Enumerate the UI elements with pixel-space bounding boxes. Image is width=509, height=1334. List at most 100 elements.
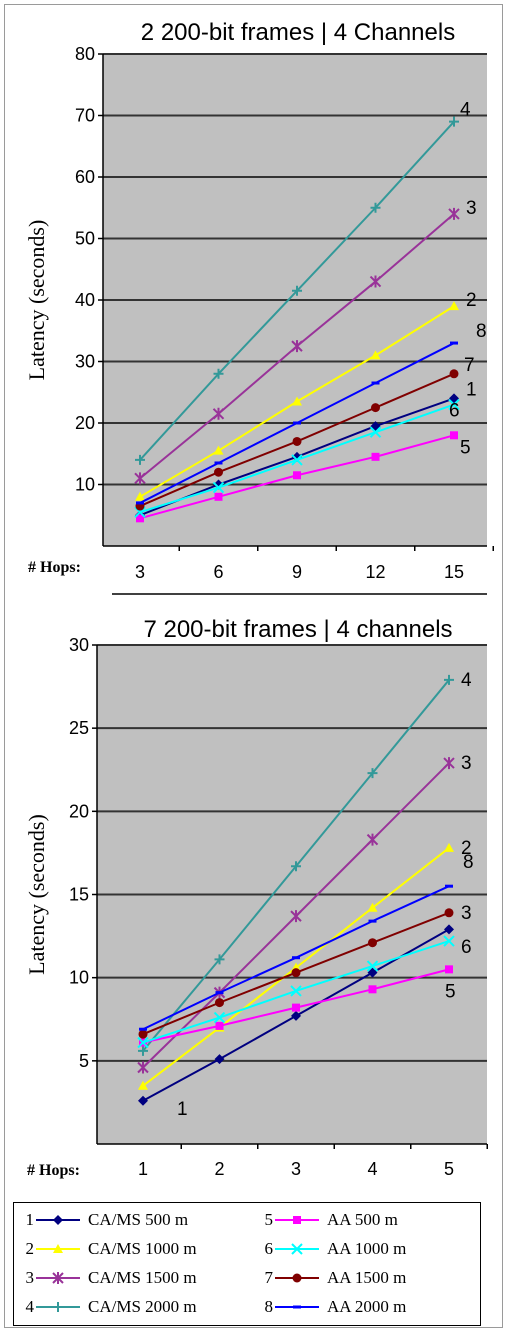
- legend-item: 3 CA/MS 1500 m: [20, 1265, 197, 1291]
- legend-label: AA 2000 m: [327, 1297, 407, 1316]
- y-tick-label: 20: [69, 801, 89, 821]
- data-point: [138, 1080, 148, 1090]
- x-tick-label: 3: [291, 1159, 301, 1179]
- legend-item: 7 AA 1500 m: [259, 1265, 407, 1291]
- x-axis-label: # Hops:: [28, 559, 81, 576]
- series-end-label: 2: [461, 838, 472, 859]
- data-point: [444, 842, 454, 852]
- y-tick-label: 25: [69, 718, 89, 738]
- series-7-aa-1500-m: 7: [135, 355, 475, 511]
- data-point: [135, 454, 145, 465]
- y-tick-label: 30: [69, 635, 89, 655]
- x-tick-label: 15: [444, 562, 464, 582]
- data-point: [370, 202, 381, 213]
- y-tick-label: 50: [75, 229, 95, 249]
- data-point: [367, 967, 378, 978]
- series-8-aa-2000-m: 8: [136, 321, 487, 505]
- y-axis-label: Latency (seconds): [24, 220, 49, 381]
- legend-swatch: [275, 1305, 319, 1309]
- legend-swatch: [36, 1272, 80, 1284]
- legend-number: 1: [25, 1210, 35, 1229]
- legend-swatch: [36, 1302, 80, 1312]
- series-end-label: 8: [463, 852, 474, 873]
- legend-number: 5: [264, 1210, 274, 1229]
- data-point: [366, 960, 379, 972]
- data-point: [291, 968, 301, 978]
- data-point: [370, 350, 381, 360]
- series-6-aa-1000-m: 6: [134, 398, 460, 518]
- y-tick-label: 10: [75, 475, 95, 495]
- data-point: [212, 407, 225, 420]
- legend-swatch: [36, 1244, 80, 1253]
- y-tick-label: 10: [69, 968, 89, 988]
- data-point: [443, 935, 455, 947]
- data-point: [137, 1036, 149, 1049]
- legend-item: 6 AA 1000 m: [259, 1236, 407, 1262]
- data-point: [214, 492, 223, 501]
- data-point: [443, 757, 455, 770]
- data-point: [214, 467, 223, 477]
- data-point: [444, 924, 454, 935]
- data-point: [137, 1061, 149, 1074]
- legend-label: CA/MS 1500 m: [88, 1268, 197, 1287]
- legend-number: 7: [264, 1268, 274, 1287]
- series-4-ca-ms-2000-m: 4: [135, 100, 471, 465]
- series-3-aa-1500-m: 3: [138, 903, 472, 1039]
- data-point: [292, 436, 302, 446]
- data-point: [291, 454, 303, 466]
- data-point: [444, 674, 454, 685]
- legend-marker: [53, 1302, 63, 1312]
- y-tick-label: 70: [75, 106, 95, 126]
- chart-title: 2 200-bit frames | 4 Channels: [141, 19, 455, 46]
- data-point: [291, 340, 303, 353]
- series-end-label: 1: [466, 379, 477, 400]
- x-tick-label: 2: [214, 1159, 224, 1179]
- data-point: [367, 902, 378, 912]
- legend-swatch: [36, 1215, 80, 1225]
- data-point: [292, 1003, 300, 1012]
- data-point: [291, 861, 301, 872]
- legend-label: AA 1500 m: [327, 1268, 407, 1287]
- series-5-aa-500-m: 5: [136, 431, 471, 523]
- chart-title: 7 200-bit frames | 4 channels: [143, 616, 452, 643]
- y-tick-label: 5: [79, 1051, 89, 1071]
- series-end-label: 2: [466, 290, 477, 311]
- series-6-aa-1000-m: 6: [137, 935, 472, 1049]
- x-tick-label: 5: [444, 1159, 454, 1179]
- series-end-label: 4: [460, 100, 471, 121]
- series-end-label: 3: [466, 198, 477, 219]
- data-point: [292, 396, 302, 406]
- legend: 1 CA/MS 500 m 5 AA 500 m 2 CA/MS 1000 m 6 AA 10…: [13, 1202, 481, 1326]
- data-point: [449, 301, 459, 311]
- legend-swatch: [275, 1243, 319, 1255]
- data-point: [371, 403, 380, 413]
- legend-label: CA/MS 1000 m: [88, 1239, 197, 1258]
- data-point: [445, 965, 453, 974]
- x-tick-label: 1: [138, 1159, 148, 1179]
- legend-item: 8 AA 2000 m: [259, 1294, 407, 1320]
- data-point: [292, 285, 302, 296]
- series-8-aa-2000-m: 8: [139, 852, 474, 1031]
- legend-number: 8: [264, 1297, 274, 1316]
- legend-number: 4: [25, 1297, 35, 1316]
- series-end-label: 7: [464, 355, 475, 376]
- series-end-label: 4: [461, 670, 472, 691]
- data-point: [212, 481, 225, 494]
- data-point: [290, 910, 302, 923]
- series-end-label: 3: [461, 753, 472, 774]
- data-point: [448, 207, 460, 220]
- legend-label: AA 1000 m: [327, 1239, 407, 1258]
- data-point: [449, 116, 459, 127]
- legend-marker: [293, 1216, 301, 1224]
- series-end-label: 5: [445, 981, 456, 1002]
- data-point: [138, 1045, 148, 1056]
- x-axis-label: # Hops:: [27, 1162, 80, 1179]
- data-point: [366, 833, 379, 846]
- data-point: [367, 768, 378, 779]
- legend-marker: [53, 1244, 63, 1253]
- data-point: [449, 369, 459, 379]
- data-point: [215, 1021, 224, 1030]
- data-point: [138, 1029, 148, 1039]
